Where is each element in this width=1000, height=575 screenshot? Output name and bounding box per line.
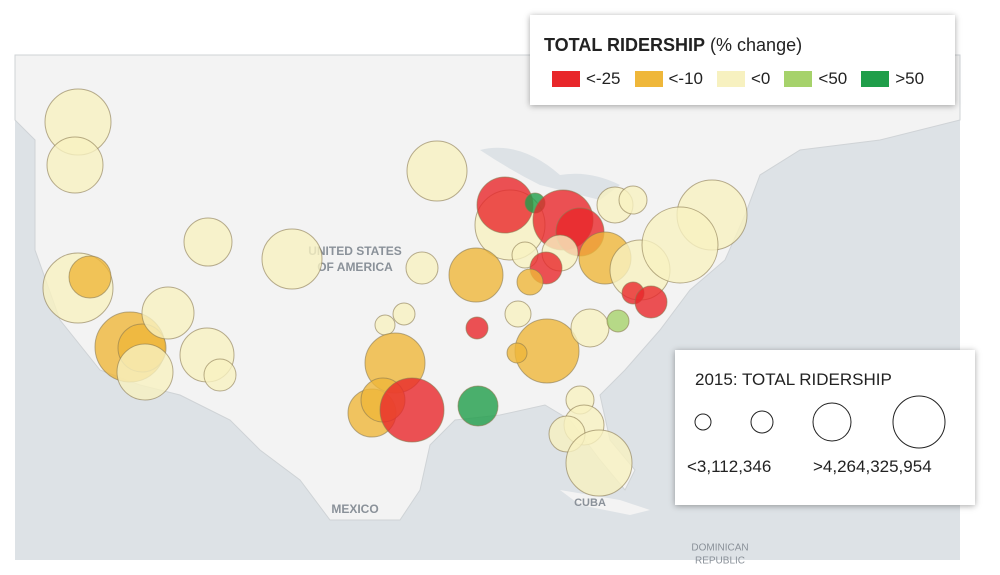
legend-label: <-10 (668, 69, 704, 88)
size-circle (750, 410, 774, 434)
size-circle (694, 413, 712, 431)
legend-swatch (784, 71, 813, 87)
legend-item: <-25 (552, 69, 621, 89)
city-bubble (504, 300, 532, 328)
city-bubble (203, 358, 237, 392)
city-bubble (506, 342, 528, 364)
size-circle (812, 402, 852, 442)
city-bubble (261, 228, 323, 290)
legend-label: <-25 (586, 69, 621, 88)
legend-subtitle: (% change) (710, 35, 803, 55)
size-legend-title: 2015: TOTAL RIDERSHIP (695, 370, 892, 389)
legend-items: <-25 <-10 <0 <50 >50 (552, 69, 924, 89)
cuba-land (560, 490, 650, 515)
legend-swatch (552, 71, 580, 87)
size-circle (892, 395, 946, 449)
legend-item: >50 (861, 69, 924, 89)
bubbles (42, 88, 748, 497)
city-bubble (465, 316, 489, 340)
city-bubble (606, 309, 630, 333)
city-bubble (570, 308, 610, 348)
legend-label: <0 (751, 69, 771, 88)
city-bubble (565, 429, 633, 497)
city-bubble (457, 385, 499, 427)
legend-swatch (861, 71, 890, 87)
city-bubble (476, 176, 534, 234)
city-bubble (405, 251, 439, 285)
map-label: UNITED STATES (308, 244, 402, 258)
legend-item: <-10 (634, 69, 704, 89)
map-label: DOMINICAN (691, 543, 748, 554)
great-lakes (480, 147, 620, 200)
legend-title: TOTAL RIDERSHIP (544, 35, 706, 55)
city-bubble (618, 185, 648, 215)
city-bubble (641, 206, 719, 284)
legend-item: <0 (717, 69, 770, 89)
city-bubble (448, 247, 504, 303)
city-bubble (116, 343, 174, 401)
legend-heading: TOTAL RIDERSHIP (% change) (544, 35, 802, 56)
city-bubble (46, 136, 104, 194)
size-max-label: >4,264,325,954 (813, 457, 932, 476)
map-label: REPUBLIC (695, 556, 745, 567)
city-bubble (68, 255, 112, 299)
size-min-label: <3,112,346 (687, 457, 772, 476)
map-label: MEXICO (331, 502, 378, 516)
size-legend: 2015: TOTAL RIDERSHIP <3,112,346 >4,264,… (675, 350, 975, 505)
city-bubble (374, 314, 396, 336)
city-bubble (379, 377, 445, 443)
size-circles (694, 395, 946, 449)
legend-label: <50 (818, 69, 848, 88)
city-bubble (406, 140, 468, 202)
city-bubble (141, 286, 195, 340)
legend-label: >50 (895, 69, 925, 88)
legend-swatch (717, 71, 745, 87)
city-bubble (634, 285, 668, 319)
legend-item: <50 (784, 69, 847, 89)
city-bubble (392, 302, 416, 326)
city-bubble (183, 217, 233, 267)
legend-swatch (634, 71, 663, 87)
color-legend: TOTAL RIDERSHIP (% change) <-25 <-10 <0 <50… (530, 15, 955, 105)
map-label: OF AMERICA (317, 260, 393, 274)
city-bubble (516, 268, 544, 296)
map-label: CUBA (574, 497, 606, 509)
